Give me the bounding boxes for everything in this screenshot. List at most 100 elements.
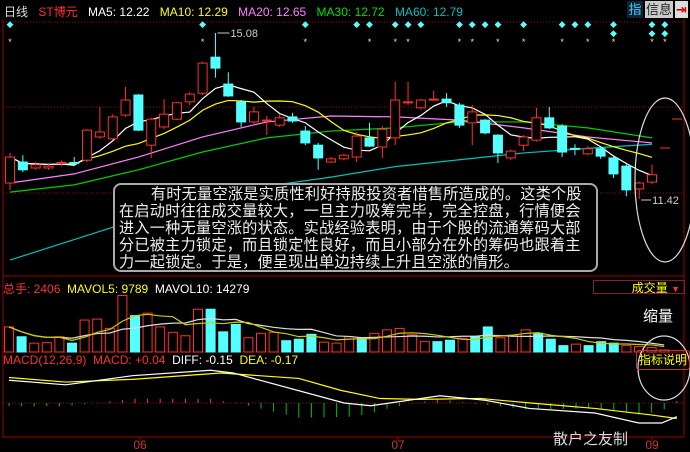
signal-diamond-icon: ◆ bbox=[559, 19, 566, 29]
diff-label: DIFF: -0.15 bbox=[172, 353, 233, 367]
exit-icon[interactable]: ⇥ bbox=[675, 1, 688, 18]
volume-bar bbox=[54, 336, 65, 353]
x-axis-month-label: 07 bbox=[391, 438, 405, 452]
signal-diamond-icon: ◆ bbox=[661, 19, 668, 29]
ma10-label: MA10: 12.29 bbox=[159, 5, 228, 19]
signal-star-icon: * bbox=[470, 37, 474, 47]
volume-bar bbox=[243, 337, 254, 353]
candle-body bbox=[531, 117, 542, 141]
candle-body bbox=[415, 99, 426, 109]
volume-header: 总手: 2406 MAVOL5: 9789 MAVOL10: 14279 bbox=[3, 280, 249, 297]
volume-bar bbox=[256, 332, 266, 353]
signal-diamond-icon: ◆ bbox=[405, 19, 412, 29]
candle-body bbox=[236, 101, 247, 123]
candle-body bbox=[505, 150, 516, 159]
volume-bar bbox=[608, 342, 619, 353]
volume-bar bbox=[167, 331, 178, 353]
signal-star-icon: * bbox=[560, 37, 564, 47]
indicator-explain-button[interactable]: 指标说明 bbox=[636, 350, 690, 370]
info-button[interactable]: 信息 bbox=[645, 1, 673, 18]
total-volume-label: 总手: 2406 bbox=[3, 282, 61, 296]
signal-diamond-icon: ◆ bbox=[520, 19, 527, 29]
volume-bar bbox=[407, 334, 418, 353]
volume-bar bbox=[646, 347, 657, 353]
candle-body bbox=[544, 117, 555, 129]
x-axis-month-label: 06 bbox=[133, 438, 147, 452]
signal-diamond-icon: ◆ bbox=[417, 19, 424, 29]
signal-diamond-icon: ◆ bbox=[610, 19, 617, 29]
candle-body bbox=[595, 148, 606, 157]
volume-bar bbox=[432, 341, 443, 353]
indicator-select[interactable]: 成交量 ▼ bbox=[593, 280, 685, 295]
signal-star-icon: * bbox=[496, 37, 500, 47]
signal-diamond-icon: ◆ bbox=[649, 19, 656, 29]
volume-bar bbox=[268, 331, 279, 353]
signal-star-icon: * bbox=[663, 37, 667, 47]
volume-bar bbox=[142, 312, 153, 353]
volume-callout: 缩量 bbox=[643, 308, 674, 325]
candle-body bbox=[261, 119, 272, 122]
candle-body bbox=[647, 174, 657, 183]
volume-bar bbox=[281, 340, 292, 353]
mavol5-label: MAVOL5: 9789 bbox=[67, 282, 149, 296]
volume-bar bbox=[457, 337, 468, 353]
volume-bar bbox=[558, 345, 569, 353]
volume-bar bbox=[29, 342, 40, 353]
volume-bar bbox=[104, 327, 115, 353]
mavol10-label: MAVOL10: 14279 bbox=[154, 282, 250, 296]
candle-body bbox=[518, 136, 529, 146]
candle-body bbox=[210, 56, 221, 69]
high-price-label: 15.08 bbox=[230, 28, 258, 40]
candle-body bbox=[351, 135, 362, 158]
candle-body bbox=[338, 154, 349, 160]
candle-body bbox=[390, 99, 401, 139]
candle-body bbox=[133, 94, 144, 131]
volume-bar bbox=[545, 338, 556, 353]
signal-star-icon: * bbox=[650, 37, 654, 47]
candle-body bbox=[326, 158, 336, 163]
candle-body bbox=[621, 165, 632, 191]
signal-star-icon: * bbox=[522, 37, 526, 47]
candle-body bbox=[223, 83, 234, 97]
candle-body bbox=[364, 137, 375, 147]
volume-bar bbox=[520, 329, 531, 353]
volume-bar bbox=[180, 335, 191, 353]
volume-bar bbox=[331, 342, 342, 353]
candle-body bbox=[467, 111, 478, 124]
signal-star-icon: * bbox=[393, 37, 397, 47]
signal-diamond-icon: ◆ bbox=[482, 19, 489, 29]
volume-bar bbox=[306, 333, 317, 353]
volume-bar bbox=[130, 315, 140, 353]
candle-body bbox=[428, 98, 439, 101]
signal-diamond-icon: ◆ bbox=[392, 19, 399, 29]
signal-diamond-icon: ◆ bbox=[571, 19, 578, 29]
dropdown-arrow-icon: ▼ bbox=[671, 284, 680, 294]
volume-bar bbox=[445, 339, 455, 353]
candle-body bbox=[120, 99, 131, 116]
signal-star-icon: * bbox=[612, 37, 616, 47]
candle-body bbox=[171, 102, 182, 120]
volume-bar bbox=[193, 308, 203, 353]
period-label[interactable]: 日线 bbox=[4, 5, 29, 19]
candle-body bbox=[248, 111, 259, 123]
volume-bar bbox=[155, 326, 166, 353]
signal-star-icon: * bbox=[586, 37, 590, 47]
candle-body bbox=[94, 131, 105, 138]
candle-body bbox=[441, 98, 452, 104]
indicator-select-value: 成交量 bbox=[631, 281, 668, 295]
candle-body bbox=[313, 144, 324, 159]
indicator-button[interactable]: 指 bbox=[627, 1, 643, 18]
candle-body bbox=[377, 128, 388, 148]
candle-body bbox=[184, 93, 195, 103]
volume-bar bbox=[394, 327, 405, 353]
candle-body bbox=[300, 130, 311, 144]
volume-bar bbox=[218, 331, 229, 353]
candle-body bbox=[634, 182, 645, 190]
volume-bar bbox=[596, 341, 607, 353]
dea-label: DEA: -0.17 bbox=[239, 353, 299, 367]
volume-bar bbox=[495, 337, 506, 353]
volume-bar bbox=[482, 326, 493, 353]
candle-body bbox=[43, 165, 54, 169]
diff-line bbox=[8, 369, 678, 424]
